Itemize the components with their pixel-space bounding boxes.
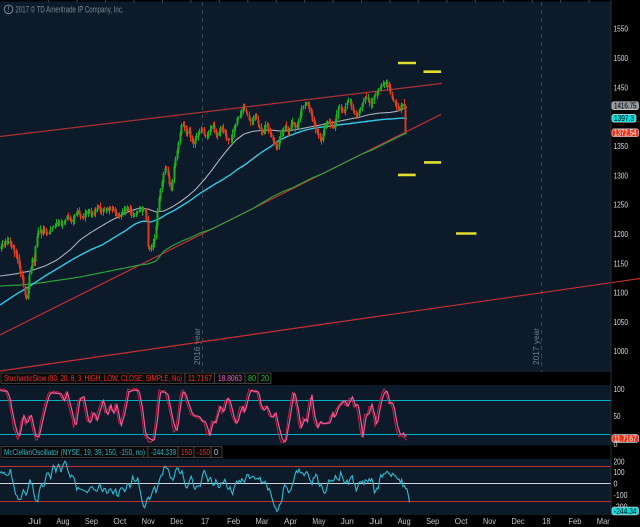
svg-text:-150: -150 <box>197 447 210 457</box>
svg-text:!: ! <box>7 5 9 14</box>
svg-text:Aug: Aug <box>56 516 69 526</box>
svg-text:11.7167: 11.7167 <box>188 373 212 383</box>
svg-text:200: 200 <box>614 457 625 467</box>
svg-text:1550: 1550 <box>614 24 629 34</box>
svg-text:Jul: Jul <box>369 516 382 526</box>
svg-text:100: 100 <box>614 467 625 477</box>
svg-text:StochasticSlow (80, 20, 8, 3,: StochasticSlow (80, 20, 8, 3, HIGH, LOW,… <box>4 373 182 383</box>
svg-text:18: 18 <box>542 516 550 526</box>
svg-text:Feb: Feb <box>227 516 240 526</box>
svg-text:Aug: Aug <box>398 516 411 526</box>
svg-text:2017 © TD Ameritrade IP Compan: 2017 © TD Ameritrade IP Company, Inc. <box>16 5 124 15</box>
svg-text:0: 0 <box>614 479 618 489</box>
svg-text:Apr: Apr <box>284 516 297 526</box>
svg-text:18.8063: 18.8063 <box>218 373 242 383</box>
svg-text:Oct: Oct <box>113 516 127 526</box>
svg-text:May: May <box>312 516 326 526</box>
svg-text:Feb: Feb <box>568 516 581 526</box>
svg-text:1372.54: 1372.54 <box>614 128 637 138</box>
svg-text:Oct: Oct <box>455 516 469 526</box>
svg-text:Dec: Dec <box>512 516 526 526</box>
svg-text:Sep: Sep <box>85 516 98 526</box>
svg-text:1397.3: 1397.3 <box>614 113 634 123</box>
svg-text:Dec: Dec <box>170 516 184 526</box>
svg-text:-200: -200 <box>614 502 628 512</box>
svg-text:1500: 1500 <box>614 53 629 63</box>
svg-text:0: 0 <box>614 439 618 449</box>
svg-text:1150: 1150 <box>614 258 629 268</box>
svg-text:11.7167: 11.7167 <box>614 433 637 443</box>
svg-text:Mar: Mar <box>597 516 610 526</box>
svg-text:1300: 1300 <box>614 170 629 180</box>
svg-text:1250: 1250 <box>614 200 629 210</box>
svg-text:-244.339: -244.339 <box>151 447 176 457</box>
svg-text:Mar: Mar <box>256 516 269 526</box>
svg-text:50: 50 <box>614 411 621 421</box>
svg-text:150: 150 <box>181 447 192 457</box>
svg-text:-100: -100 <box>614 490 628 500</box>
svg-text:1416.75: 1416.75 <box>614 101 637 111</box>
svg-text:17: 17 <box>201 516 209 526</box>
svg-text:1050: 1050 <box>614 317 629 327</box>
svg-text:Sep: Sep <box>426 516 439 526</box>
svg-text:Nov: Nov <box>142 516 156 526</box>
svg-text:Jul: Jul <box>28 516 41 526</box>
svg-text:2017 year: 2017 year <box>532 328 541 365</box>
svg-text:1000: 1000 <box>614 346 629 356</box>
svg-text:80: 80 <box>248 373 256 383</box>
svg-text:McClellanOscillator (NYSE, 19,: McClellanOscillator (NYSE, 19, 39, 150, … <box>4 447 145 457</box>
svg-text:100: 100 <box>614 384 625 394</box>
svg-text:-244.34: -244.34 <box>614 506 637 516</box>
svg-text:Nov: Nov <box>483 516 497 526</box>
svg-text:1450: 1450 <box>614 82 629 92</box>
svg-text:20: 20 <box>261 373 269 383</box>
svg-text:1100: 1100 <box>614 288 629 298</box>
svg-text:2016 year: 2016 year <box>193 328 202 365</box>
svg-text:Jun: Jun <box>341 516 354 526</box>
svg-text:0: 0 <box>214 447 218 457</box>
svg-text:1350: 1350 <box>614 141 629 151</box>
svg-text:1200: 1200 <box>614 229 629 239</box>
